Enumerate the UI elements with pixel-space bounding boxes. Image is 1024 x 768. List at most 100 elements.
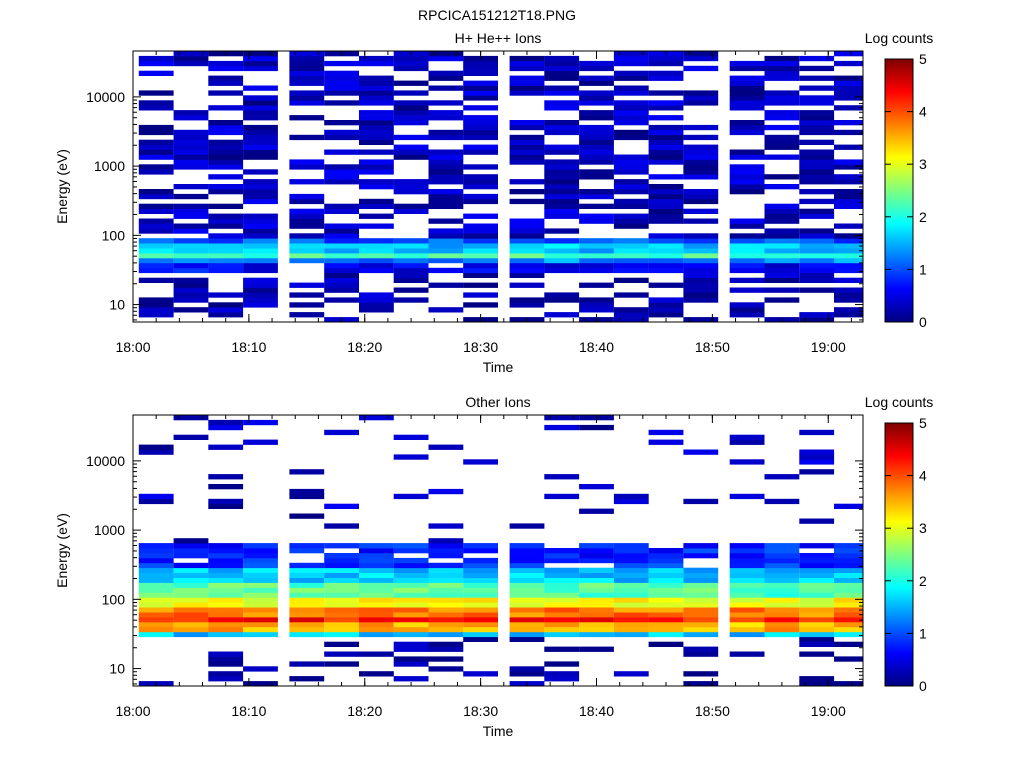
- heatmap-cell: [324, 169, 359, 175]
- heatmap-cell: [683, 277, 719, 283]
- heatmap-cell: [208, 553, 244, 559]
- heatmap-cell: [544, 129, 580, 136]
- heatmap-cell: [729, 459, 765, 465]
- heatmap-cell: [729, 567, 765, 573]
- heatmap-cell: [173, 115, 209, 121]
- heatmap-cell: [648, 557, 684, 564]
- heatmap-cell: [544, 415, 580, 421]
- heatmap-cell: [579, 582, 614, 588]
- heatmap-cell: [359, 203, 394, 209]
- heatmap-cell: [393, 597, 429, 603]
- heatmap-cell: [648, 617, 684, 623]
- heatmap-cell: [683, 55, 719, 62]
- heatmap-cell: [173, 228, 209, 234]
- heatmap-cell: [834, 503, 863, 509]
- heatmap-cell: [289, 60, 325, 67]
- heatmap-cell: [208, 184, 244, 190]
- heatmap-cell: [544, 292, 580, 298]
- heatmap-cell: [729, 233, 765, 239]
- heatmap-cell: [729, 65, 765, 72]
- heatmap-cell: [138, 243, 174, 249]
- heatmap-cell: [289, 213, 325, 219]
- heatmap-cell: [289, 159, 325, 165]
- heatmap-cell: [138, 248, 174, 254]
- heatmap-cell: [729, 149, 765, 155]
- heatmap-cell: [359, 134, 394, 141]
- heatmap-cell: [683, 124, 719, 131]
- heatmap-cell: [683, 297, 719, 303]
- heatmap-cell: [359, 582, 394, 588]
- heatmap-cell: [138, 129, 174, 136]
- heatmap-cell: [138, 189, 174, 195]
- heatmap-cell: [463, 636, 498, 642]
- heatmap-cell: [579, 572, 614, 578]
- heatmap-cell: [799, 149, 835, 155]
- heatmap-cell: [799, 567, 835, 573]
- heatmap-cell: [544, 184, 580, 190]
- heatmap-cell: [613, 184, 649, 190]
- heatmap-cell: [289, 70, 325, 76]
- heatmap-cell: [393, 189, 429, 195]
- heatmap-cell: [509, 139, 545, 145]
- heatmap-cell: [243, 582, 278, 588]
- heatmap-cell: [289, 80, 325, 86]
- heatmap-cell: [428, 243, 464, 249]
- colorbar-tick-label: 4: [919, 104, 927, 120]
- heatmap-cell: [613, 105, 649, 111]
- heatmap-cell: [289, 164, 325, 170]
- heatmap-cell: [613, 169, 649, 175]
- heatmap-cell: [613, 262, 649, 269]
- heatmap-cell: [173, 55, 209, 62]
- heatmap-cell: [509, 582, 545, 588]
- heatmap-cell: [428, 193, 464, 200]
- heatmap-cell: [834, 233, 863, 239]
- heatmap-cell: [138, 267, 174, 274]
- heatmap-cell: [764, 90, 800, 96]
- heatmap-cell: [428, 115, 464, 121]
- heatmap-cell: [834, 120, 863, 126]
- heatmap-cell: [544, 607, 580, 613]
- heatmap-cell: [648, 90, 684, 96]
- y-tick-label: 10: [109, 661, 125, 677]
- heatmap-cell: [463, 198, 498, 205]
- heatmap-cell: [324, 90, 359, 96]
- heatmap-cell: [208, 626, 244, 633]
- heatmap-cell: [683, 51, 719, 57]
- heatmap-cell: [509, 262, 545, 269]
- heatmap-cell: [579, 257, 614, 264]
- heatmap-cell: [393, 253, 429, 259]
- heatmap-cell: [579, 424, 614, 431]
- heatmap-cell: [544, 612, 580, 618]
- heatmap-cell: [324, 267, 359, 274]
- heatmap-cell: [729, 557, 765, 564]
- heatmap-cell: [208, 587, 244, 593]
- heatmap-cell: [138, 617, 174, 623]
- heatmap-cell: [764, 218, 800, 224]
- heatmap-cell: [799, 449, 835, 455]
- heatmap-cell: [393, 493, 429, 500]
- heatmap-cell: [428, 577, 464, 583]
- heatmap-cell: [683, 169, 719, 175]
- heatmap-cell: [208, 444, 244, 450]
- heatmap-cell: [799, 651, 835, 657]
- heatmap-cell: [764, 248, 800, 254]
- heatmap-cell: [138, 312, 174, 318]
- heatmap-cell: [764, 75, 800, 81]
- heatmap-cell: [799, 85, 835, 91]
- heatmap-cell: [428, 641, 464, 647]
- heatmap-cell: [764, 144, 800, 150]
- heatmap-cell: [208, 671, 244, 677]
- heatmap-cell: [428, 257, 464, 264]
- heatmap-cell: [463, 543, 498, 549]
- heatmap-cell: [799, 681, 835, 687]
- heatmap-cell: [359, 671, 394, 677]
- panel-h-he-ions: 18:00 18:10 18:20 18:30 18:40 18:50 19:0010100…: [54, 30, 933, 375]
- heatmap-cell: [359, 169, 394, 175]
- heatmap-cell: [463, 90, 498, 96]
- heatmap-cell: [393, 248, 429, 254]
- heatmap-cell: [463, 144, 498, 150]
- heatmap-cell: [764, 602, 800, 608]
- heatmap-cell: [463, 282, 498, 288]
- heatmap-cell: [544, 676, 580, 682]
- heatmap-cell: [544, 124, 580, 131]
